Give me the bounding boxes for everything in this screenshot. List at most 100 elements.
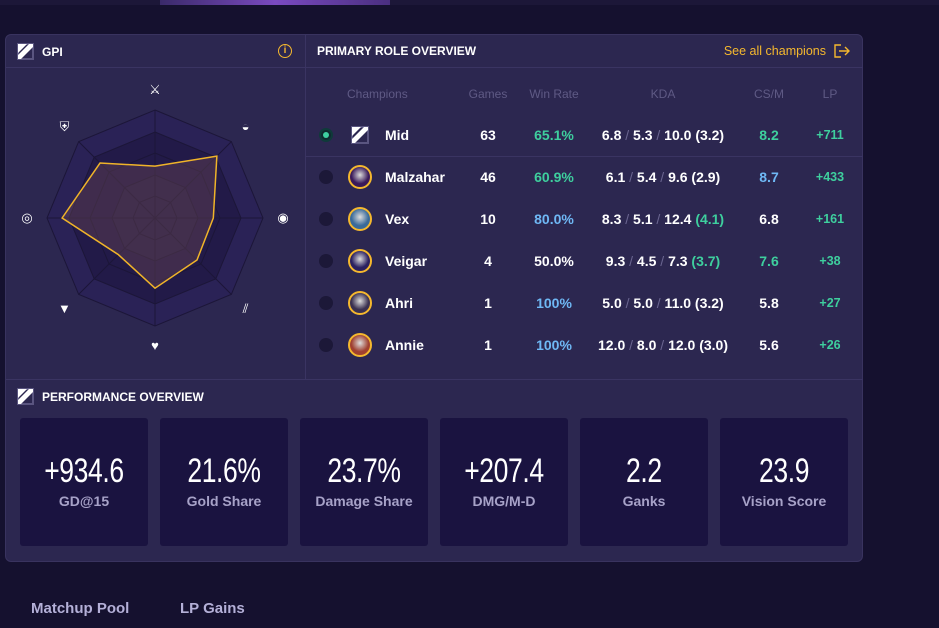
winrate-value: 100% <box>536 337 572 353</box>
tab-matchup-pool[interactable]: Matchup Pool <box>31 600 130 617</box>
csm-value: 5.8 <box>759 295 779 311</box>
section-divider <box>6 379 863 380</box>
champion-name: Malzahar <box>385 169 445 185</box>
kills: 6.1 <box>605 169 626 185</box>
info-icon[interactable]: i <box>278 44 292 58</box>
mid-role-icon <box>17 388 34 405</box>
slashes-icon: ⫽ <box>242 300 249 316</box>
kills: 8.3 <box>601 211 622 227</box>
champion-name: Vex <box>385 211 410 227</box>
champion-name: Veigar <box>385 253 428 269</box>
champion-avatar <box>348 207 372 231</box>
role-overview-title: PRIMARY ROLE OVERVIEW <box>317 44 477 58</box>
stat-card: 23.7% Damage Share <box>300 418 428 546</box>
row-select-radio[interactable] <box>319 212 333 226</box>
csm-value: 7.6 <box>759 253 779 269</box>
helmet-icon: ⛨ <box>59 119 70 135</box>
games-value: 4 <box>484 253 492 269</box>
column-header-champions: Champions <box>347 87 408 101</box>
assists: 12.4 <box>664 211 692 227</box>
assists: 11.0 <box>664 295 692 311</box>
radar-spoke <box>78 217 156 295</box>
stat-label: DMG/M-D <box>472 493 536 509</box>
kda-ratio: (3.2) <box>695 127 725 143</box>
champion-name: Annie <box>385 337 424 353</box>
stat-label: GD@15 <box>58 493 110 509</box>
champion-row[interactable]: Mid 63 65.1% 6.8 / 5.3 / 10.0 (3.2) 8.2 … <box>306 114 863 156</box>
deaths: 5.0 <box>633 295 653 311</box>
champion-avatar <box>348 165 372 189</box>
games-value: 46 <box>480 169 496 185</box>
column-header-win-rate: Win Rate <box>529 87 579 101</box>
stat-value: 23.9 <box>758 452 810 490</box>
stat-value: 2.2 <box>626 452 662 490</box>
champion-row[interactable]: Ahri 1 100% 5.0 / 5.0 / 11.0 (3.2) 5.8 +… <box>306 282 863 324</box>
deaths: 5.4 <box>636 169 657 185</box>
champion-name: Mid <box>385 127 410 143</box>
stat-label: Vision Score <box>741 493 827 509</box>
champion-row[interactable]: Vex 10 80.0% 8.3 / 5.1 / 12.4 (4.1) 6.8 … <box>306 198 863 240</box>
kda-ratio: (3.7) <box>691 253 721 269</box>
csm-value: 6.8 <box>759 211 779 227</box>
deaths: 5.3 <box>633 127 653 143</box>
see-all-champions-link[interactable]: See all champions <box>724 44 850 58</box>
lp-value: +38 <box>819 254 841 268</box>
overview-panel: GPI i ⚔ ◒ ◉ ⫽ ♥ ▼ ◎ ⛨ PRIMARY ROLE OVERVIEW See… <box>5 34 863 562</box>
kda-ratio: (4.1) <box>695 211 725 227</box>
assists: 12.0 <box>668 337 696 353</box>
column-header-kda: KDA <box>650 87 676 101</box>
gpi-title: GPI <box>42 44 63 59</box>
stat-value: 23.7% <box>327 452 401 490</box>
champion-row[interactable]: Annie 1 100% 12.0 / 8.0 / 12.0 (3.0) 5.6… <box>306 324 863 366</box>
mid-role-icon <box>351 126 369 144</box>
mid-role-icon <box>17 43 34 60</box>
deaths: 8.0 <box>636 337 657 353</box>
row-select-radio[interactable] <box>319 296 333 310</box>
stat-label: Ganks <box>622 493 666 509</box>
games-value: 1 <box>484 295 492 311</box>
assists: 9.6 <box>668 169 688 185</box>
stat-card: +934.6 GD@15 <box>20 418 148 546</box>
radar-spoke <box>78 141 156 219</box>
games-value: 10 <box>480 211 496 227</box>
games-value: 63 <box>480 127 496 143</box>
deaths: 4.5 <box>636 253 657 269</box>
crossed-swords-icon: ⚔ <box>149 82 161 97</box>
eye-icon: ◉ <box>277 210 289 225</box>
stat-card: 23.9 Vision Score <box>720 418 848 546</box>
gpi-header: GPI <box>17 43 63 60</box>
column-header-cs-m: CS/M <box>754 87 784 101</box>
row-select-radio[interactable] <box>319 254 333 268</box>
see-all-label: See all champions <box>723 44 826 58</box>
stat-label: Gold Share <box>186 493 262 509</box>
stat-value: +207.4 <box>464 452 544 490</box>
winrate-value: 65.1% <box>534 127 574 143</box>
performance-header: PERFORMANCE OVERVIEW <box>17 388 204 405</box>
assists: 10.0 <box>664 127 692 143</box>
row-select-radio[interactable] <box>319 338 333 352</box>
winrate-value: 60.9% <box>534 169 574 185</box>
performance-title: PERFORMANCE OVERVIEW <box>42 389 204 404</box>
lp-value: +433 <box>815 170 845 184</box>
deaths: 5.1 <box>633 211 653 227</box>
radar-spoke <box>154 141 232 219</box>
row-select-radio[interactable] <box>319 128 333 142</box>
kills: 6.8 <box>601 127 622 143</box>
kda-value: 12.0 / 8.0 / 12.0 (3.0) <box>598 337 728 353</box>
champion-row[interactable]: Malzahar 46 60.9% 6.1 / 5.4 / 9.6 (2.9) … <box>306 156 863 198</box>
lp-value: +27 <box>819 296 841 310</box>
column-header-games: Games <box>468 87 508 101</box>
stat-card: +207.4 DMG/M-D <box>440 418 568 546</box>
row-divider <box>306 156 863 157</box>
games-value: 1 <box>484 337 492 353</box>
champion-row[interactable]: Veigar 4 50.0% 9.3 / 4.5 / 7.3 (3.7) 7.6… <box>306 240 863 282</box>
kda-ratio: (2.9) <box>691 169 721 185</box>
row-select-radio[interactable] <box>319 170 333 184</box>
winrate-value: 80.0% <box>534 211 574 227</box>
champion-avatar <box>348 249 372 273</box>
stat-card: 21.6% Gold Share <box>160 418 288 546</box>
tab-lp-gains[interactable]: LP Gains <box>180 600 245 617</box>
kills: 12.0 <box>598 337 626 353</box>
csm-value: 5.6 <box>759 337 779 353</box>
csm-value: 8.2 <box>759 127 779 143</box>
